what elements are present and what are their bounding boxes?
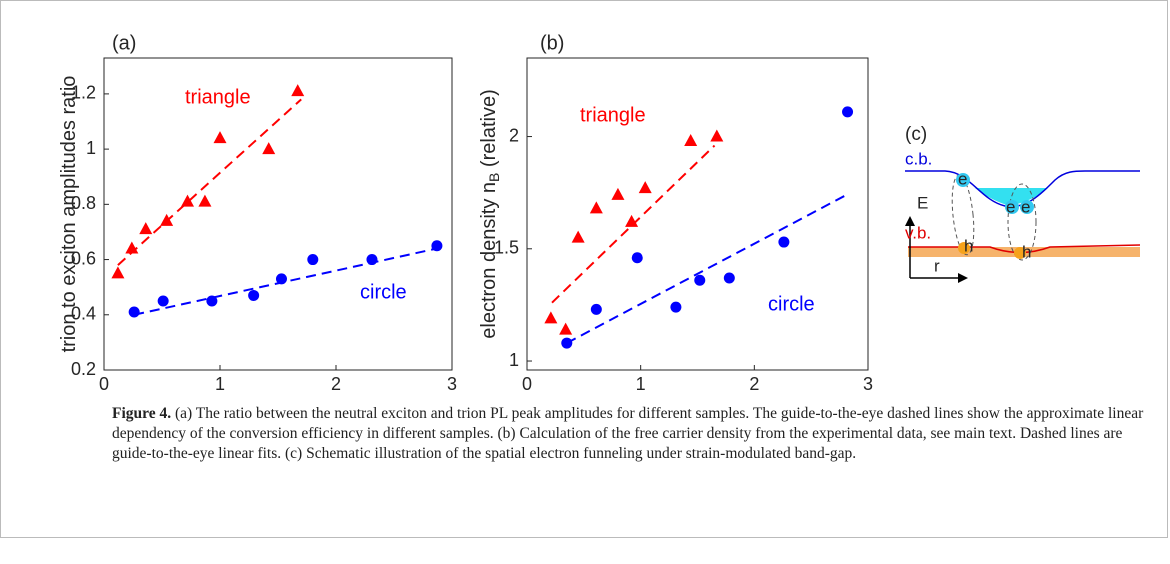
plot-area: [526, 57, 869, 371]
triangle-point: [181, 194, 195, 207]
triangle-point: [589, 201, 603, 214]
series-label: triangle: [185, 86, 251, 108]
triangle-point: [213, 131, 227, 144]
triangle-point: [571, 230, 585, 243]
circle-point: [631, 252, 643, 264]
y-tick-label: 1.2: [71, 83, 96, 103]
triangle-point: [198, 194, 212, 207]
circle-point: [778, 236, 790, 248]
triangle-point: [262, 142, 276, 155]
circle-point: [157, 295, 169, 307]
plot-area: [103, 57, 453, 371]
triangle-point: [684, 134, 698, 147]
arrow: [905, 216, 915, 226]
triangle-point: [139, 222, 153, 235]
circle-point: [431, 240, 443, 252]
triangle-point: [559, 322, 573, 335]
triangle-point: [625, 214, 639, 227]
circle-point: [366, 254, 378, 266]
triangle-point: [291, 84, 305, 97]
electron-label: e: [1021, 197, 1030, 216]
triangle-point: [544, 311, 558, 324]
y-tick-label: 0.2: [71, 359, 96, 379]
triangle-point: [611, 187, 625, 200]
circle-point: [670, 301, 682, 313]
r-axis-label: r: [934, 256, 940, 275]
frame: [0, 0, 1168, 538]
triangle-point: [111, 266, 125, 279]
electron-pool: [975, 188, 1048, 206]
x-tick-label: 2: [749, 374, 759, 394]
circle-point: [561, 337, 573, 349]
series-label: circle: [360, 281, 407, 303]
hole-label: h: [964, 236, 973, 255]
triangle-point: [160, 213, 174, 226]
circle-point: [275, 273, 287, 285]
y-axis-label-part: B: [486, 173, 502, 182]
y-tick-label: 1: [509, 350, 519, 370]
circle-point: [128, 306, 140, 318]
triangle-point: [125, 241, 139, 254]
hole-label: h: [1022, 242, 1031, 261]
x-tick-label: 2: [331, 374, 341, 394]
circle-point: [307, 254, 319, 266]
circle-point: [590, 303, 602, 315]
hole: [1014, 247, 1026, 259]
schematic: (c) c.b. v.b. E r e e e h h: [905, 124, 1141, 283]
x-tick-label: 0: [522, 374, 532, 394]
x-tick-label: 3: [863, 374, 873, 394]
vb-label: v.b.: [905, 223, 931, 242]
fit-line: [566, 194, 847, 344]
cb-label: c.b.: [905, 149, 932, 168]
y-axis-label: electron density nB (relative): [478, 89, 501, 338]
x-tick-label: 0: [99, 374, 109, 394]
electron: [1020, 200, 1034, 214]
y-tick-label: 0.8: [71, 193, 96, 213]
caption: Figure 4. (a) The ratio between the neut…: [112, 404, 1162, 464]
panel-label: (b): [540, 32, 564, 54]
e-axis-label: E: [917, 193, 928, 212]
trion-ellipse: [1007, 183, 1037, 261]
panel-label: (c): [905, 124, 927, 145]
circle-point: [694, 274, 706, 286]
fit-line: [117, 98, 302, 266]
y-tick-label: 1: [86, 138, 96, 158]
y-axis-label-part: electron density n: [478, 182, 500, 339]
y-axis-label-part: trion to exciton amplitudes ratio: [58, 76, 80, 353]
y-axis-label-part: (relative): [478, 89, 500, 172]
electron: [956, 173, 970, 187]
y-tick-label: 0.4: [71, 304, 96, 324]
circle-point: [842, 106, 854, 118]
caption-text: (a) The ratio between the neutral excito…: [112, 405, 1144, 462]
electron-label: e: [958, 169, 967, 188]
series-label: triangle: [580, 104, 646, 126]
caption-label: Figure 4.: [112, 405, 172, 422]
arrow: [958, 273, 968, 283]
y-tick-label: 2: [509, 125, 519, 145]
panel-label: (a): [112, 32, 136, 54]
series-label: circle: [768, 293, 815, 315]
circle-point: [206, 295, 218, 307]
fit-line: [133, 247, 438, 316]
triangle-point: [710, 129, 724, 142]
electron-label: e: [1006, 197, 1015, 216]
triangle-point: [638, 181, 652, 194]
circle-point: [248, 289, 260, 301]
y-tick-label: 0.6: [71, 248, 96, 268]
x-tick-label: 1: [636, 374, 646, 394]
electron: [1005, 200, 1019, 214]
y-axis-label: trion to exciton amplitudes ratio: [58, 76, 80, 353]
x-tick-label: 3: [447, 374, 457, 394]
circle-point: [723, 272, 735, 284]
hole: [958, 242, 970, 254]
x-tick-label: 1: [215, 374, 225, 394]
y-tick-label: 1.5: [494, 238, 519, 258]
